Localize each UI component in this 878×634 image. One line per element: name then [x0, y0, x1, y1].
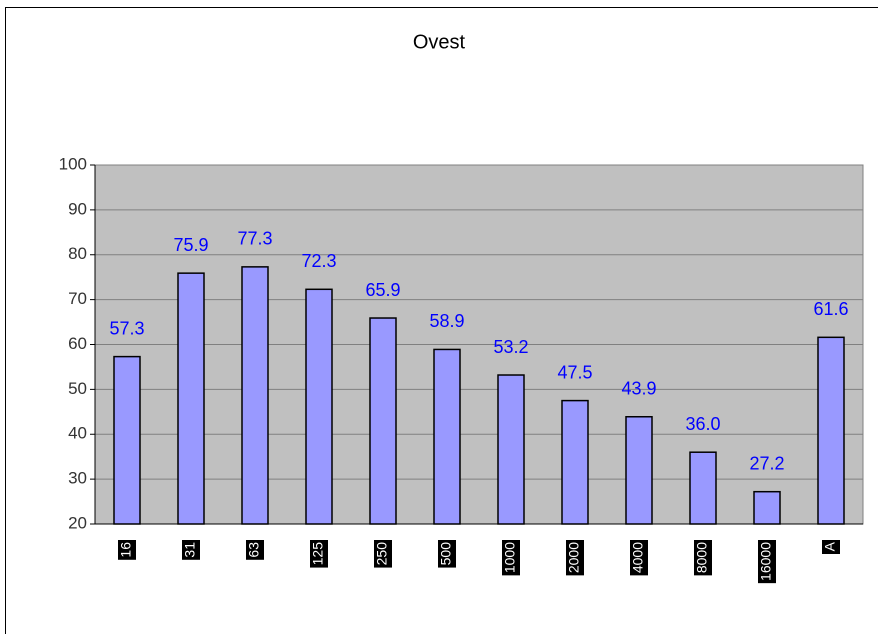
bar [369, 317, 397, 525]
bar [753, 490, 781, 525]
x-tick-label: 31 [182, 542, 198, 558]
y-tick-label: 70 [68, 289, 87, 308]
x-tick-label: 125 [310, 542, 326, 566]
y-tick-label: 30 [68, 469, 87, 488]
y-tick-label: 100 [59, 154, 87, 173]
x-tick-label-bg [246, 540, 264, 560]
y-tick-label: 90 [68, 199, 87, 218]
x-tick-label: 16 [118, 542, 134, 558]
x-tick-label: 500 [438, 542, 454, 566]
value-label: 43.9 [621, 378, 656, 398]
x-tick-label-bg [118, 540, 136, 560]
x-tick-label: 2000 [566, 542, 582, 573]
x-tick-label: 4000 [630, 542, 646, 573]
bar [497, 374, 525, 525]
value-label: 36.0 [685, 414, 720, 434]
bar [689, 451, 717, 525]
x-tick-label-bg [694, 540, 712, 576]
value-label: 61.6 [813, 299, 848, 319]
value-label: 47.5 [557, 362, 592, 382]
value-label: 58.9 [429, 311, 464, 331]
bar [561, 399, 589, 525]
bar [241, 266, 269, 525]
bar [625, 415, 653, 525]
x-tick-label-bg [758, 540, 776, 584]
x-tick-label: 8000 [694, 542, 710, 573]
value-label: 65.9 [365, 280, 400, 300]
x-tick-label-bg [502, 540, 520, 576]
x-tick-label-bg [310, 540, 328, 568]
y-tick-label: 20 [68, 513, 87, 532]
x-tick-label: 1000 [502, 542, 518, 573]
value-label: 77.3 [237, 229, 272, 249]
x-tick-label-bg [182, 540, 200, 560]
x-tick-label-bg [374, 540, 392, 568]
x-tick-label-bg [566, 540, 584, 576]
x-tick-label: 250 [374, 542, 390, 566]
value-label: 53.2 [493, 337, 528, 357]
x-tick-label: A [822, 541, 838, 551]
value-label: 75.9 [173, 235, 208, 255]
bar [305, 288, 333, 525]
x-tick-label-bg [822, 540, 840, 554]
bar [817, 336, 845, 525]
value-label: 27.2 [749, 453, 784, 473]
value-label: 57.3 [109, 318, 144, 338]
y-tick-label: 80 [68, 244, 87, 263]
x-tick-label-bg [630, 540, 648, 576]
y-tick-label: 50 [68, 379, 87, 398]
value-label: 72.3 [301, 251, 336, 271]
x-tick-label: 63 [246, 542, 262, 558]
y-tick-label: 40 [68, 424, 87, 443]
bar [433, 348, 461, 525]
x-tick-label: 16000 [758, 542, 774, 581]
bar [113, 355, 141, 525]
bar [177, 272, 205, 525]
x-tick-label-bg [438, 540, 456, 568]
chart-title: Ovest [413, 31, 466, 53]
y-tick-label: 60 [68, 334, 87, 353]
